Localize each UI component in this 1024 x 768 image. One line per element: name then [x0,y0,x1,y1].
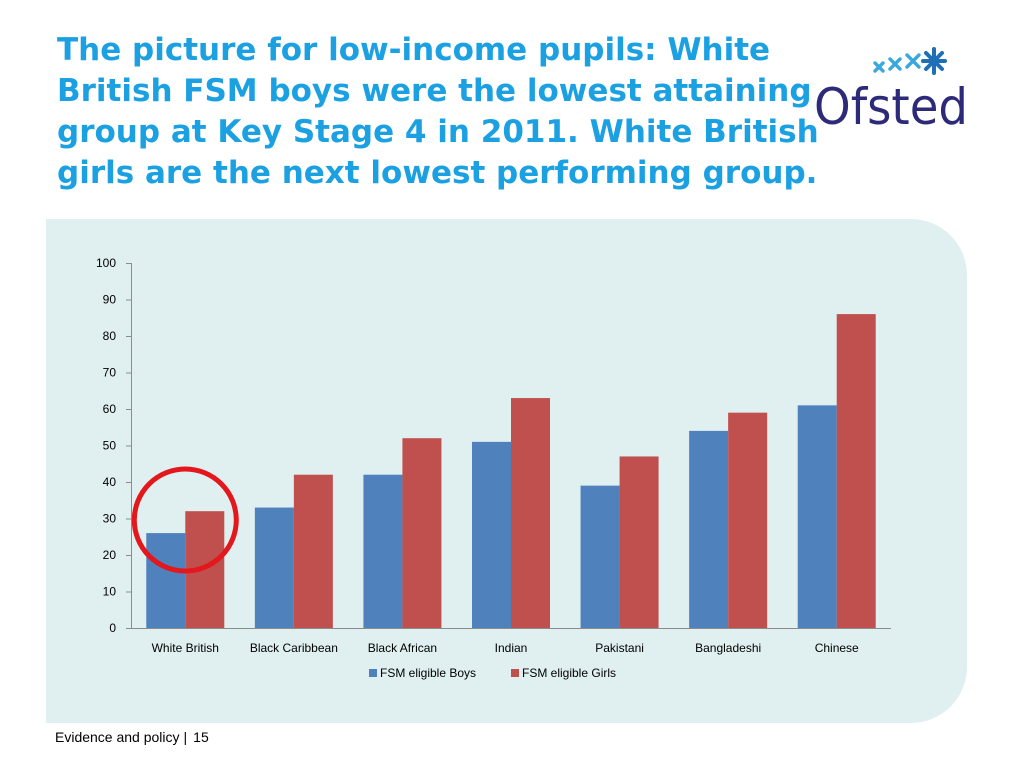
highlight-circle-ring [131,466,239,574]
x-axis-tick-labels: White British Black Caribbean Black Africa… [152,641,859,655]
y-tick-label: 10 [103,585,117,599]
x-tick-label: Chinese [815,641,859,655]
x-tick-label: Indian [495,641,528,655]
title-line: British FSM boys were the lowest attaini… [57,73,812,109]
bar-chart: 0 10 20 30 40 50 60 70 80 90 100 White British Blac… [96,256,891,680]
x-tick-label: Black African [368,641,437,655]
y-tick-label: 40 [103,475,117,489]
y-tick-label: 60 [103,402,117,416]
bar-girls [511,398,550,628]
y-tick-label: 90 [103,293,117,307]
bar-boys [580,485,620,628]
y-tick-label: 20 [103,548,117,562]
bar-girls [728,412,768,628]
chart-panel: 0 10 20 30 40 50 60 70 80 90 100 White British Blac… [46,219,967,723]
bar-boys [146,533,186,628]
legend: FSM eligible Boys FSM eligible Girls [369,666,616,680]
slide-title: The picture for low-income pupils: White… [57,30,819,194]
y-tick-label: 0 [109,621,116,635]
bar-girls [836,314,876,628]
bar-girls [402,438,442,628]
y-tick-label: 50 [103,439,117,453]
footer-separator: | [183,729,188,745]
y-tick-label: 30 [103,512,117,526]
legend-swatch [511,669,519,677]
legend-swatch [369,669,377,677]
y-tick-label: 80 [103,329,117,343]
footer-label: Evidence and policy [55,729,180,745]
x-tick-label: White British [152,641,219,655]
page-number: 15 [193,729,209,745]
y-axis-tick-labels: 0 10 20 30 40 50 60 70 80 90 100 [96,256,116,635]
x-tick-label: Pakistani [595,641,644,655]
y-tick-label: 70 [103,366,117,380]
title-line: girls are the next lowest performing gro… [57,155,818,191]
y-tick-label: 100 [96,256,116,270]
bars [146,314,876,628]
footer: Evidence and policy | 15 [55,729,209,745]
bar-boys [363,474,403,628]
logo-stars-icon [873,47,947,75]
legend-label: FSM eligible Girls [522,666,616,680]
bar-girls [293,474,333,628]
title-line: The picture for low-income pupils: White [57,32,771,68]
bar-girls [619,456,659,628]
bar-boys [472,441,511,628]
highlight-circle [131,466,239,574]
logo-wordmark: Ofsted [814,78,968,132]
ofsted-logo: Ofsted [814,47,968,132]
legend-label: FSM eligible Boys [380,666,476,680]
x-tick-label: Black Caribbean [250,641,338,655]
bar-boys [254,507,294,628]
bar-boys [689,430,729,628]
title-line: group at Key Stage 4 in 2011. White Brit… [57,114,819,150]
x-tick-label: Bangladeshi [695,641,761,655]
bar-boys [797,405,837,628]
y-axis-ticks [126,263,131,629]
